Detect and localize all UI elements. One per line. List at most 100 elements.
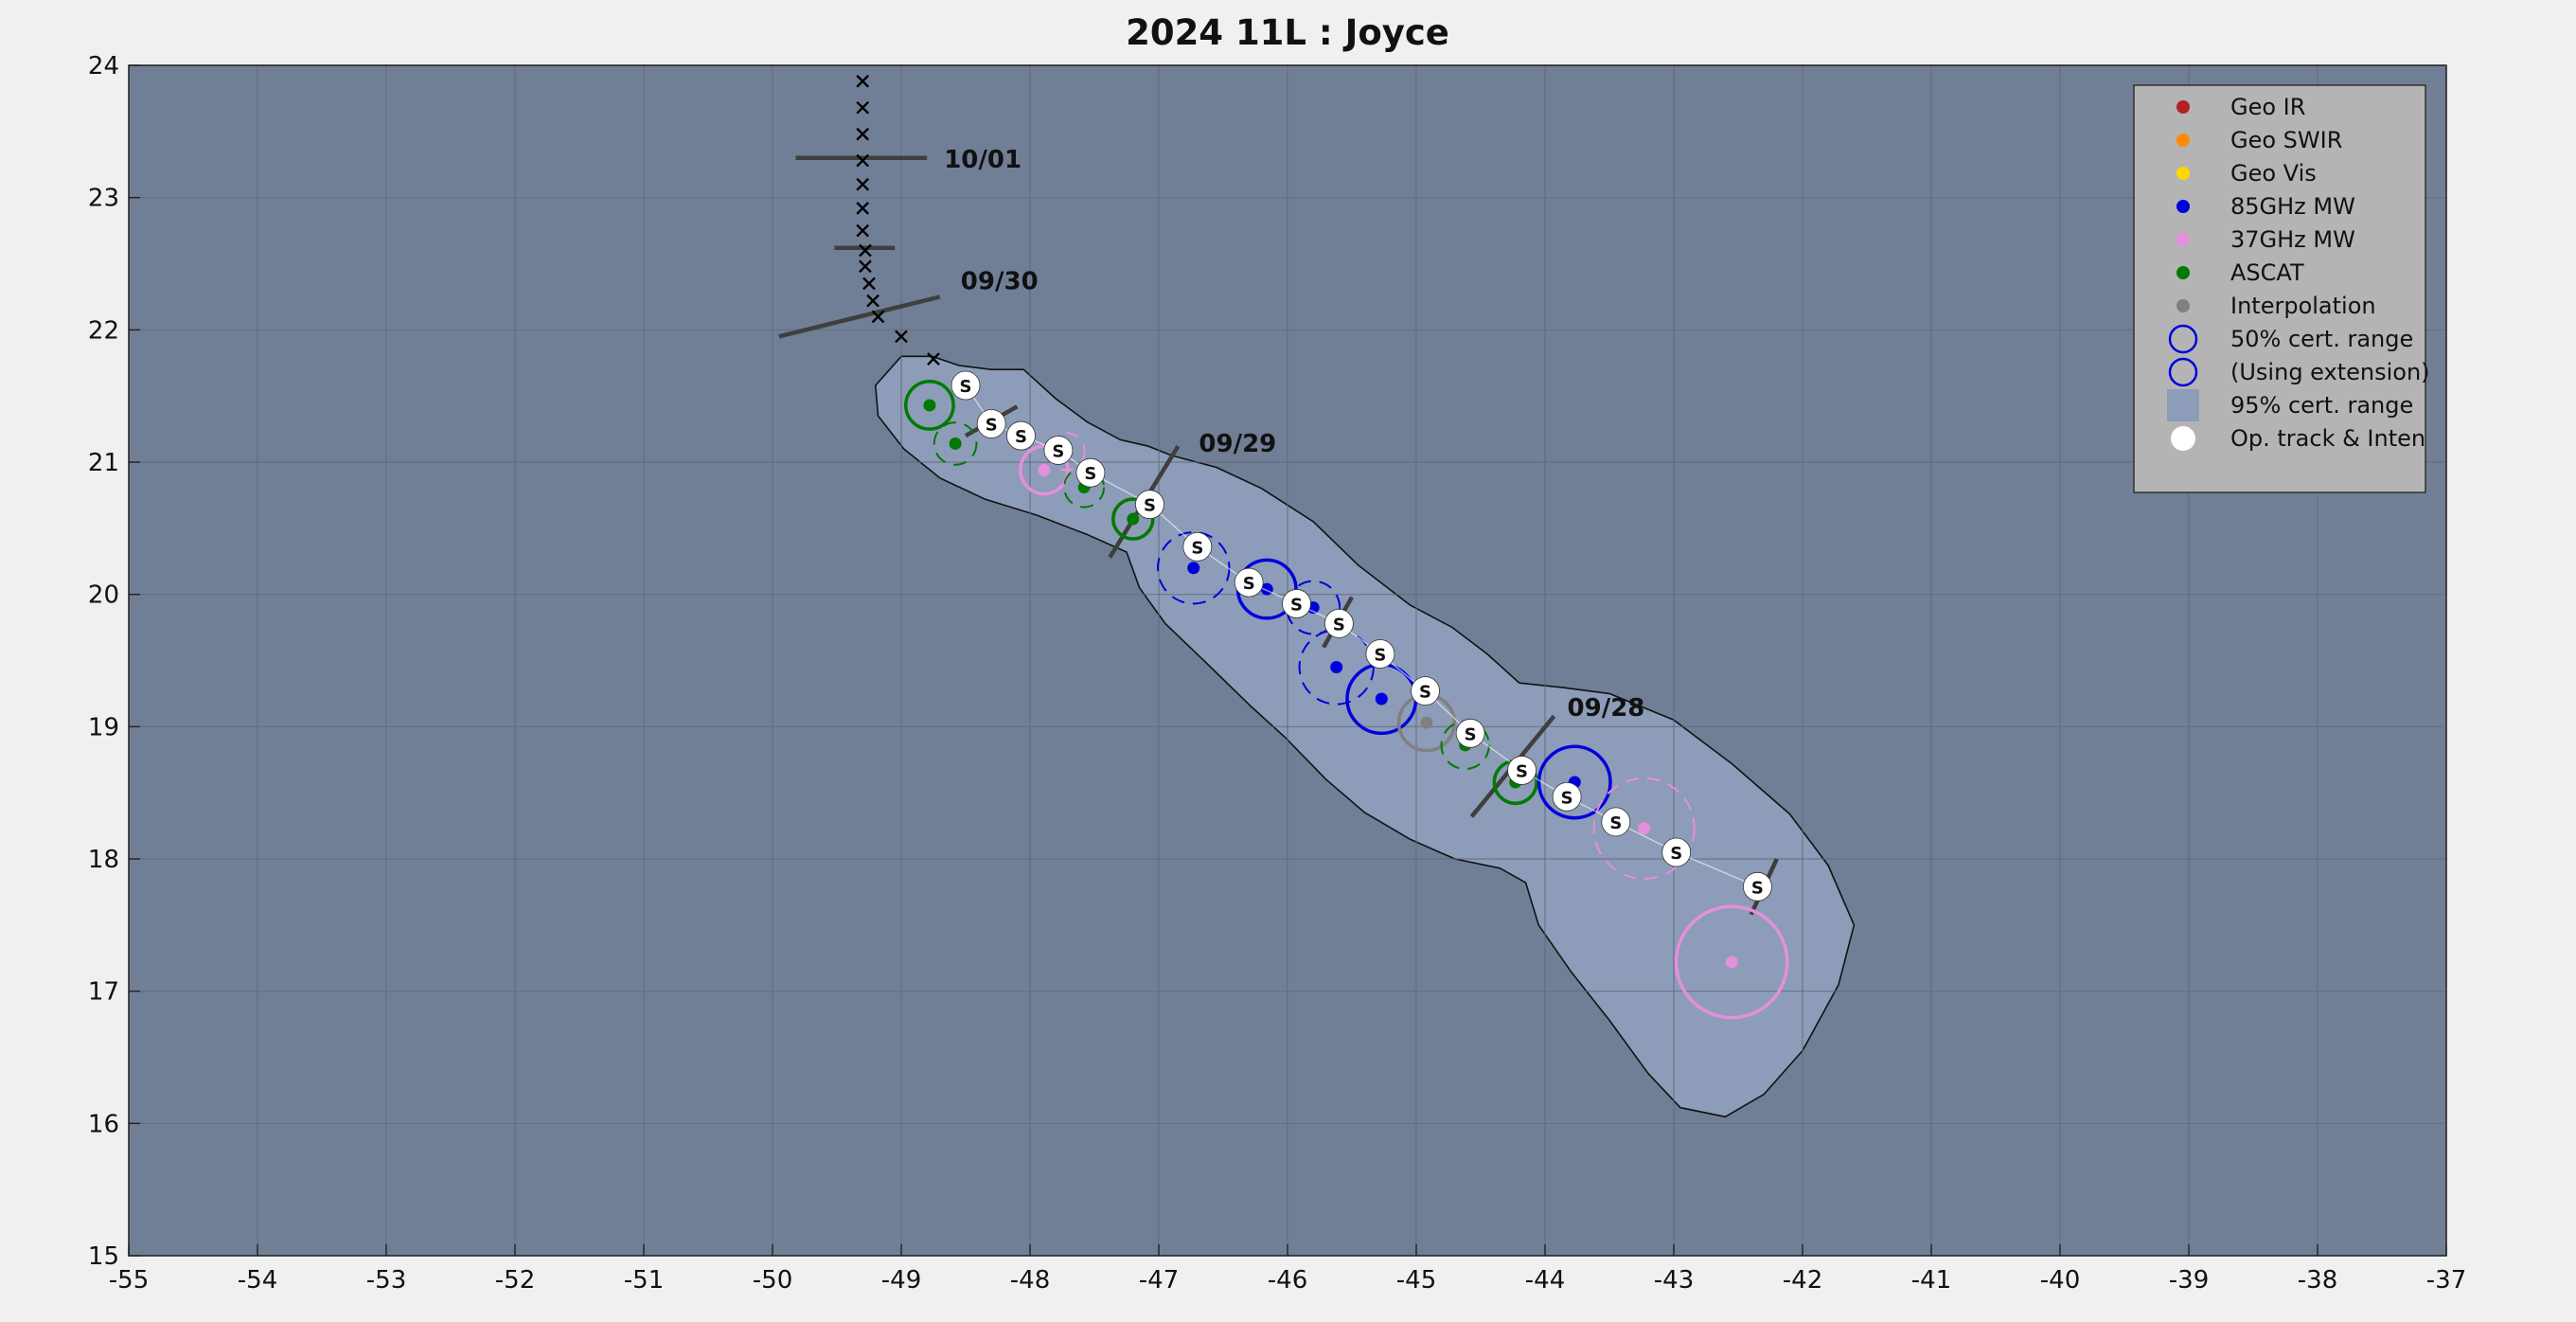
forecast-track-marker bbox=[856, 74, 870, 88]
x-tick-label: -55 bbox=[109, 1266, 149, 1295]
forecast-track-marker bbox=[856, 153, 870, 168]
op-track-marker bbox=[1365, 639, 1395, 669]
x-tick-label: -43 bbox=[1654, 1266, 1694, 1295]
forecast-track-marker bbox=[866, 294, 879, 308]
legend-label: Geo SWIR bbox=[2230, 127, 2342, 153]
x-tick-label: -44 bbox=[1525, 1266, 1565, 1295]
forecast-track-marker bbox=[871, 310, 885, 324]
op-track-marker bbox=[1043, 436, 1074, 465]
forecast-track-marker bbox=[856, 223, 870, 238]
x-tick-label: -41 bbox=[1911, 1266, 1951, 1295]
op-track-marker-label: S bbox=[1084, 464, 1096, 484]
y-tick-label: 21 bbox=[88, 449, 119, 477]
85ghz-mw-fix-dot bbox=[1330, 660, 1343, 673]
op-track-marker-label: S bbox=[1516, 761, 1528, 781]
op-track-marker-label: S bbox=[1052, 441, 1064, 461]
op-track-marker bbox=[1552, 781, 1582, 812]
ascat-fix-range-circle bbox=[933, 421, 978, 466]
legend-marker bbox=[2176, 299, 2190, 313]
x-tick-label: -46 bbox=[1268, 1266, 1307, 1295]
legend-label: 50% cert. range bbox=[2230, 326, 2413, 352]
y-tick-label: 22 bbox=[88, 316, 119, 345]
forecast-track-marker bbox=[856, 201, 870, 215]
op-track-marker-label: S bbox=[1191, 538, 1203, 558]
x-tick-label: -49 bbox=[881, 1266, 921, 1295]
date-label: 09/29 bbox=[1199, 430, 1276, 458]
37ghz-mw-fix-range-circle bbox=[1592, 777, 1696, 880]
legend-label: (Using extension) bbox=[2230, 359, 2430, 385]
op-track-marker-label: S bbox=[1290, 595, 1303, 615]
x-tick-label: -39 bbox=[2169, 1266, 2209, 1295]
legend-label: 85GHz MW bbox=[2230, 193, 2355, 220]
x-tick-label: -48 bbox=[1010, 1266, 1050, 1295]
cert95-region bbox=[874, 355, 1856, 1118]
op-track-marker bbox=[1601, 807, 1631, 837]
op-track-marker bbox=[1455, 718, 1485, 748]
forecast-track-marker bbox=[895, 330, 908, 344]
legend-marker bbox=[2168, 357, 2198, 387]
ascat-fix-dot bbox=[923, 399, 936, 412]
85ghz-mw-fix-dot bbox=[1375, 692, 1388, 706]
op-track-marker bbox=[1324, 608, 1354, 638]
x-tick-label: -53 bbox=[366, 1266, 406, 1295]
op-track-marker bbox=[1075, 457, 1106, 488]
37ghz-mw-fix-range-circle bbox=[1674, 904, 1789, 1020]
legend-label: ASCAT bbox=[2230, 259, 2304, 286]
ascat-fix-dot bbox=[1127, 512, 1140, 526]
legend-label: Op. track & Inten bbox=[2230, 425, 2425, 452]
op-track-marker-label: S bbox=[1243, 574, 1255, 594]
x-tick-label: -51 bbox=[624, 1266, 664, 1295]
op-track-marker-label: S bbox=[1144, 496, 1156, 516]
legend-marker bbox=[2176, 100, 2190, 114]
op-track-marker bbox=[1006, 420, 1036, 451]
op-track-marker-label: S bbox=[960, 377, 972, 397]
legend-label: Geo IR bbox=[2230, 94, 2305, 120]
legend-label: Geo Vis bbox=[2230, 160, 2317, 187]
y-tick-label: 17 bbox=[88, 978, 119, 1007]
op-track-marker bbox=[1234, 567, 1264, 598]
legend-label: 95% cert. range bbox=[2230, 392, 2413, 419]
legend-marker bbox=[2171, 426, 2195, 451]
legend-label: 37GHz MW bbox=[2230, 226, 2355, 253]
legend-box bbox=[2133, 84, 2426, 493]
forecast-track-marker bbox=[859, 259, 872, 274]
85ghz-mw-fix-range-circle bbox=[1537, 744, 1612, 820]
legend-marker bbox=[2176, 134, 2190, 147]
legend-marker bbox=[2176, 266, 2190, 279]
x-tick-label: -50 bbox=[753, 1266, 792, 1295]
interpolation-fix-dot bbox=[1420, 716, 1433, 729]
op-track-marker-label: S bbox=[1751, 878, 1764, 898]
x-tick-label: -38 bbox=[2298, 1266, 2337, 1295]
op-track-marker bbox=[1507, 756, 1537, 785]
op-track-marker-label: S bbox=[1374, 646, 1386, 666]
forecast-track-marker bbox=[856, 177, 870, 191]
op-track-marker-label: S bbox=[1670, 844, 1682, 864]
x-tick-label: -54 bbox=[238, 1266, 277, 1295]
y-tick-label: 20 bbox=[88, 581, 119, 610]
op-track-marker-label: S bbox=[1015, 427, 1027, 447]
chart-title: 2024 11L : Joyce bbox=[1126, 12, 1449, 53]
legend-marker bbox=[2176, 167, 2190, 180]
ascat-fix-range-circle bbox=[904, 380, 955, 431]
op-track-marker bbox=[950, 370, 981, 401]
date-label: 09/28 bbox=[1568, 694, 1645, 723]
op-track-marker-label: S bbox=[1333, 615, 1345, 634]
op-track-marker bbox=[1743, 871, 1772, 902]
85ghz-mw-fix-dot bbox=[1187, 562, 1200, 575]
op-track-marker bbox=[1411, 676, 1440, 706]
date-label: 09/30 bbox=[961, 267, 1039, 295]
forecast-track-marker bbox=[856, 100, 870, 115]
y-tick-label: 18 bbox=[88, 846, 119, 874]
37ghz-mw-fix-dot bbox=[1638, 822, 1651, 835]
x-tick-label: -40 bbox=[2040, 1266, 2080, 1295]
37ghz-mw-fix-dot bbox=[1725, 956, 1738, 969]
op-track-marker bbox=[1135, 490, 1164, 520]
y-tick-label: 23 bbox=[88, 185, 119, 213]
37ghz-mw-fix-dot bbox=[1038, 463, 1051, 476]
y-tick-label: 24 bbox=[88, 52, 119, 80]
y-tick-label: 19 bbox=[88, 713, 119, 741]
y-tick-label: 16 bbox=[88, 1110, 119, 1138]
legend-label: Interpolation bbox=[2230, 293, 2376, 319]
legend-marker bbox=[2176, 200, 2190, 213]
